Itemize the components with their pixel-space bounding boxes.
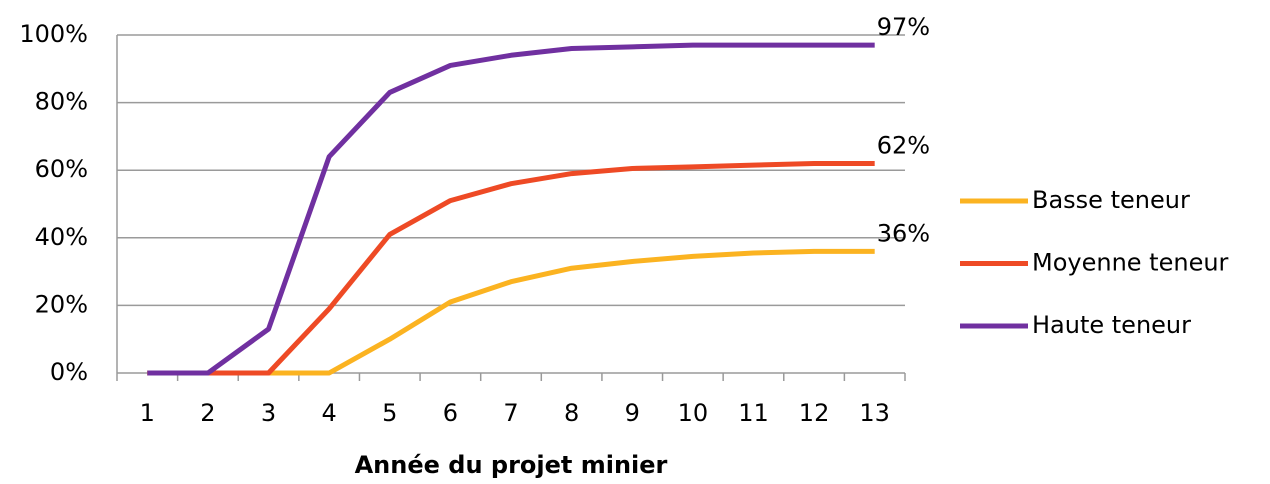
x-tick-label: 1	[140, 399, 155, 427]
x-tick-label: 11	[738, 399, 769, 427]
x-tick-label: 9	[625, 399, 640, 427]
x-tick-label: 2	[200, 399, 215, 427]
x-tick-label: 13	[859, 399, 890, 427]
x-tick-label: 8	[564, 399, 579, 427]
x-tick-label: 10	[678, 399, 709, 427]
x-tick-label: 4	[322, 399, 337, 427]
data-label: 97%	[877, 13, 930, 41]
x-tick-label: 5	[382, 399, 397, 427]
y-tick-label: 0%	[50, 358, 88, 386]
x-tick-label: 3	[261, 399, 276, 427]
y-tick-label: 60%	[35, 155, 88, 183]
y-tick-label: 80%	[35, 88, 88, 116]
legend-label: Haute teneur	[1032, 311, 1191, 339]
legend-label: Basse teneur	[1032, 186, 1190, 214]
y-tick-label: 20%	[35, 290, 88, 318]
x-axis-title: Année du projet minier	[355, 451, 668, 479]
data-label: 62%	[877, 131, 930, 159]
x-tick-label: 6	[443, 399, 458, 427]
series-line	[147, 248, 875, 376]
legend-label: Moyenne teneur	[1032, 249, 1229, 277]
data-label: 36%	[877, 219, 930, 247]
x-tick-label: 12	[799, 399, 830, 427]
x-tick-label: 7	[503, 399, 518, 427]
series-line	[147, 160, 875, 376]
y-tick-label: 40%	[35, 223, 88, 251]
series-line	[147, 42, 875, 376]
y-tick-label: 100%	[19, 20, 88, 48]
